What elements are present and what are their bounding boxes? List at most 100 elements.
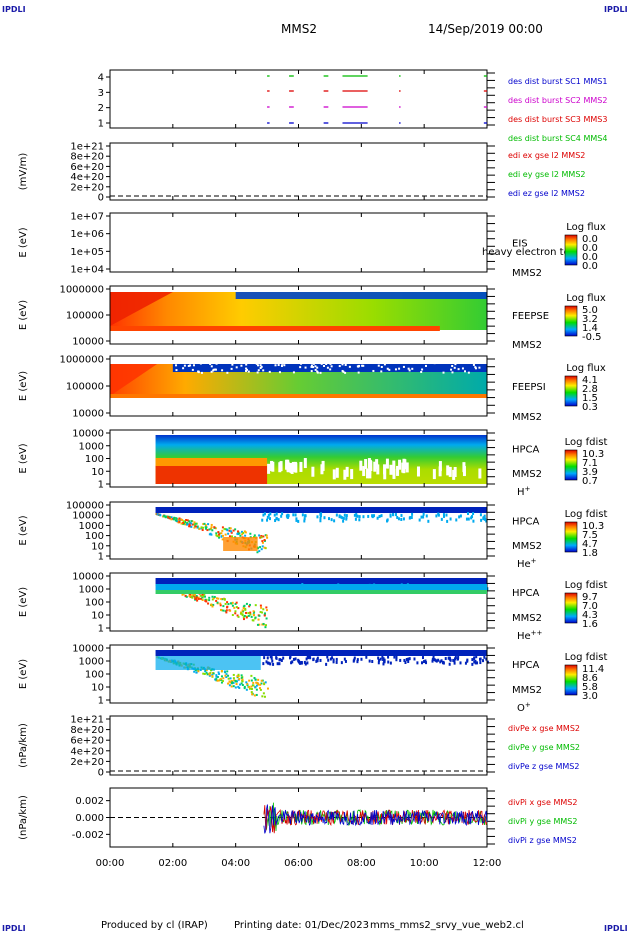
- hpca_o-count: [413, 657, 416, 661]
- hpca_he-count: [297, 519, 300, 523]
- feepsi-speckle: [453, 366, 456, 369]
- feepsi-speckle: [300, 362, 303, 365]
- hpca_he-count: [188, 525, 191, 528]
- feepsi-speckle: [182, 367, 185, 370]
- hpca_o-count: [476, 661, 479, 665]
- hpca_hepp-count: [189, 593, 192, 596]
- hpca_he-count: [184, 523, 187, 526]
- hpca_o-count: [253, 694, 256, 697]
- hpca_o-count: [232, 685, 235, 688]
- feepsi-speckle: [325, 363, 328, 366]
- hpca_hepp-count: [212, 603, 215, 606]
- hpca_o-count: [353, 658, 356, 662]
- hpca_hepp-count: [208, 596, 211, 599]
- hpca_o-count: [449, 658, 452, 662]
- hpca_hepp-count: [225, 609, 228, 612]
- hpca_o-count: [224, 674, 227, 677]
- hpca_o-count: [387, 660, 390, 664]
- hpca_hepp-count: [234, 612, 237, 615]
- hpca_hepp-count: [195, 594, 198, 597]
- hpca_hepp-count: [263, 612, 266, 615]
- spacecraft-label: MMS2: [512, 412, 542, 423]
- hpca_he-count: [189, 521, 192, 524]
- hpca_he-count: [213, 526, 216, 529]
- hpca_o-count: [215, 674, 218, 677]
- feepsi-speckle: [342, 370, 345, 373]
- hpca_hepp-count: [222, 605, 225, 608]
- feepsi-speckle: [210, 370, 213, 373]
- instrument-name: FEEPSI: [512, 382, 546, 393]
- hpca_o-count: [431, 659, 434, 663]
- hpca_he-count: [354, 517, 357, 521]
- hpca_he-count: [253, 534, 256, 537]
- legend-entry: des dist burst SC2 MMS2: [508, 96, 607, 105]
- hpca_o-count: [315, 659, 318, 663]
- hpca_he-count: [218, 533, 221, 536]
- hpca_o-count: [257, 678, 260, 681]
- feepsi-speckle: [273, 361, 276, 364]
- y-tick-label: 4: [98, 73, 104, 84]
- hpca_o-count: [379, 657, 382, 661]
- hpca_he-count: [338, 515, 341, 519]
- hpca_o-count: [255, 688, 258, 691]
- hpca_o-count: [195, 671, 198, 674]
- hpca_he-count: [193, 526, 196, 529]
- hpca_o-count: [240, 674, 243, 677]
- hpca_he-count: [204, 527, 207, 530]
- hpca_o-count: [447, 656, 450, 660]
- y-axis-label: (mV/m): [18, 153, 29, 191]
- hpca-h-gap: [369, 461, 373, 472]
- hpca_hepp-count: [242, 607, 245, 610]
- feepsi-speckle: [183, 364, 186, 367]
- hpca_hepp-count: [241, 609, 244, 612]
- hpca_o-count: [233, 679, 236, 682]
- feepsi-speckle: [175, 369, 178, 372]
- hpca_o-count: [250, 685, 253, 688]
- hpca_hepp-count: [245, 602, 248, 605]
- hpca_o-count: [227, 674, 230, 677]
- hpca_he-count: [358, 518, 361, 522]
- hpca_hepp-count: [184, 594, 187, 597]
- corner-label-bottom-left: IPDLI: [2, 924, 26, 933]
- hpca_hepp-count: [261, 611, 264, 614]
- hpca_o-count: [240, 682, 243, 685]
- feepsi-speckle: [199, 362, 202, 365]
- hpca_o-count: [265, 660, 268, 664]
- hpca_he-count: [378, 514, 381, 518]
- y-tick-label: 1e+21: [70, 142, 104, 153]
- hpca-h-gap: [392, 460, 396, 471]
- hpca_he-count: [208, 528, 211, 531]
- feepsi-speckle: [226, 371, 229, 374]
- hpca_hepp-count: [224, 602, 227, 605]
- hpca_o-count: [432, 655, 435, 659]
- y-tick-label: 100: [85, 531, 104, 542]
- colorbar-tick-label: 7.5: [582, 530, 598, 541]
- hpca_he-count: [249, 532, 252, 535]
- hpca_he-count: [259, 536, 262, 539]
- hpca-h-gap: [405, 462, 409, 473]
- hpca_o-count: [431, 657, 434, 661]
- hpca_hepp-count: [195, 596, 198, 599]
- feepsi-speckle: [329, 368, 332, 371]
- hpca_he-count: [446, 519, 449, 523]
- hpca_he-count: [427, 519, 430, 523]
- feepsi-speckle: [299, 361, 302, 364]
- feepsi-speckle: [316, 371, 319, 374]
- colorbar-title: Log fdist: [565, 437, 608, 448]
- hpca_hepp-count: [185, 595, 188, 598]
- y-tick-label: 100: [85, 454, 104, 465]
- hpca_hepp-count: [188, 595, 191, 598]
- hpca-h-gap: [448, 466, 452, 477]
- y-tick-label: 4e+20: [70, 746, 104, 757]
- hpca_he-count: [400, 517, 403, 521]
- feepsi-speckle: [191, 368, 194, 371]
- hpca_o-count: [300, 661, 303, 665]
- hpca_he-count: [237, 530, 240, 533]
- hpca_he-count: [211, 529, 214, 532]
- hpca_o-count: [471, 658, 474, 662]
- hpca_he-count: [181, 522, 184, 525]
- y-tick-label: 100: [85, 670, 104, 681]
- hpca_o-count: [248, 679, 251, 682]
- feepsi-speckle: [362, 364, 365, 367]
- hpca_he-count: [210, 527, 213, 530]
